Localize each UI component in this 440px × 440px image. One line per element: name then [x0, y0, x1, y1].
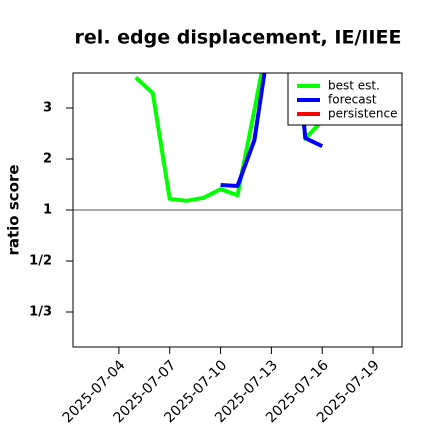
legend-label: persistence [328, 107, 397, 121]
plot-lines [134, 73, 324, 203]
y-tick-label: 3 [43, 100, 52, 115]
legend-label: best est. [328, 79, 380, 93]
y-tick-label: 1/3 [29, 305, 52, 320]
series-line [220, 73, 324, 188]
y-tick-label: 2 [43, 151, 52, 166]
legend-label: forecast [328, 93, 377, 107]
chart-title: rel. edge displacement, IE/IIEE [75, 27, 402, 49]
y-tick-label: 1/2 [29, 254, 52, 269]
y-tick-label: 1 [43, 203, 52, 218]
y-axis-label: ratio score [5, 164, 23, 255]
series-line [134, 73, 324, 203]
